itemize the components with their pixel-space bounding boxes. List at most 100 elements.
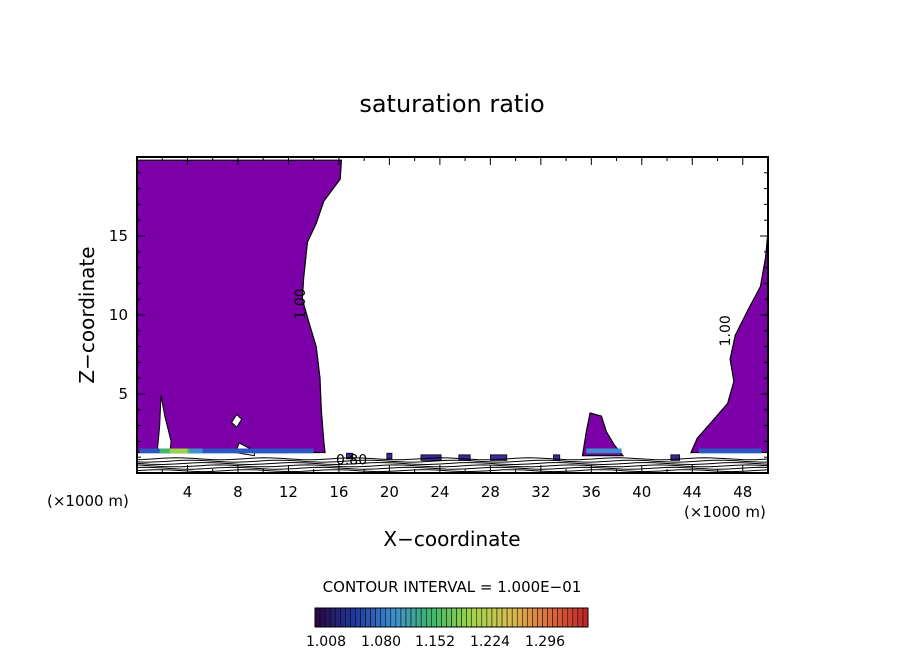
colorbar-cell <box>582 607 589 628</box>
contour-label: 1.00 <box>293 288 309 319</box>
x-tick-label: 24 <box>430 483 449 501</box>
saturated-cell <box>386 452 393 460</box>
colorbar-cell <box>319 607 326 628</box>
y-unit-label: (×1000 m) <box>47 492 129 510</box>
colorbar-cell <box>496 607 503 628</box>
colorbar-cell <box>340 607 346 628</box>
x-tick-label: 40 <box>632 483 651 501</box>
surface-isoline <box>137 457 768 461</box>
y-tick-label: 15 <box>109 227 128 245</box>
colorbar-cell <box>345 607 351 628</box>
colorbar-label: 1.008 <box>306 634 346 650</box>
colorbar-cell <box>461 607 467 628</box>
colorbar-cell <box>395 607 402 628</box>
colorbar-cell <box>385 607 392 628</box>
colorbar-cell <box>441 607 447 628</box>
colorbar-cell <box>425 607 432 628</box>
colorbar-cell <box>527 607 533 628</box>
colorbar-cell <box>542 607 548 628</box>
saturated-cell <box>670 454 681 461</box>
colorbar-cell <box>436 607 442 628</box>
x-tick-label: 8 <box>233 483 243 501</box>
colorbar-cell <box>370 607 376 628</box>
colorbar-frame <box>314 607 589 628</box>
colorbar-cell <box>552 607 558 628</box>
colorbar-cell <box>390 607 397 628</box>
x-tick-label: 44 <box>683 483 702 501</box>
colorbar-cell <box>355 607 361 628</box>
saturated-cell <box>489 454 508 461</box>
supersaturation-streak <box>190 448 203 454</box>
plot-area: 1.00 1.00 0.80 <box>136 156 769 474</box>
y-tick-label: 10 <box>109 306 128 324</box>
x-tick-label: 36 <box>582 483 601 501</box>
colorbar-cell <box>486 607 493 628</box>
colorbar-cell <box>557 607 563 628</box>
colorbar-cell <box>577 607 584 628</box>
colorbar-cell <box>456 607 462 628</box>
colorbar-cell <box>481 607 488 628</box>
colorbar-cell <box>314 607 321 628</box>
supersaturation-streak <box>586 448 622 454</box>
supersaturation-streak <box>169 448 188 454</box>
contour-label: 0.80 <box>336 452 367 468</box>
colorbar-cell <box>375 607 381 628</box>
colorbar-cell <box>329 607 336 628</box>
chart-title: saturation ratio <box>359 90 544 118</box>
surface-isoline <box>137 462 768 466</box>
colorbar-cell <box>547 607 553 628</box>
saturated-field <box>137 159 768 461</box>
contour-label: 1.00 <box>718 315 734 346</box>
colorbar: 1.008 1.080 1.152 1.224 1.296 <box>306 607 589 650</box>
colorbar-cell <box>471 607 478 628</box>
x-tick-label: 4 <box>183 483 193 501</box>
supersaturation-streak <box>139 448 314 454</box>
colorbar-cell <box>501 607 508 628</box>
colorbar-cell <box>466 607 472 628</box>
colorbar-cell <box>431 607 437 628</box>
colorbar-label: 1.224 <box>470 634 510 650</box>
contour-lines: 1.00 1.00 0.80 <box>137 288 768 473</box>
colorbar-cell <box>380 607 387 628</box>
colorbar-cell <box>410 607 417 628</box>
y-axis-label: Z−coordinate <box>75 246 99 383</box>
x-axis-label: X−coordinate <box>383 527 520 551</box>
saturated-region-left <box>137 159 343 454</box>
surface-isoline <box>137 469 768 473</box>
x-tick-label: 16 <box>329 483 348 501</box>
colorbar-label: 1.152 <box>415 634 455 650</box>
contour-interval-text: CONTOUR INTERVAL = 1.000E−01 <box>323 578 582 596</box>
surface-isoline <box>137 466 768 470</box>
x-tick-label: 32 <box>531 483 550 501</box>
colorbar-cell <box>405 607 412 628</box>
colorbar-cell <box>324 607 331 628</box>
colorbar-label: 1.296 <box>525 634 565 650</box>
x-tick-label: 28 <box>481 483 500 501</box>
x-tick-label: 12 <box>279 483 298 501</box>
colorbar-cell <box>451 607 457 628</box>
colorbar-cell <box>365 607 371 628</box>
supersaturation-streak <box>250 448 286 454</box>
colorbar-cell <box>360 607 366 628</box>
colorbar-cell <box>516 607 523 628</box>
colorbar-cell <box>562 607 569 628</box>
colorbar-cell <box>400 607 407 628</box>
supersaturation-streak <box>698 448 762 454</box>
colorbar-cell <box>537 607 543 628</box>
surface-isoline <box>137 464 768 468</box>
saturated-region-right <box>690 231 768 454</box>
colorbar-cell <box>491 607 498 628</box>
colorbar-label: 1.080 <box>361 634 401 650</box>
x-unit-label: (×1000 m) <box>684 503 766 521</box>
colorbar-cell <box>420 607 427 628</box>
colorbar-cell <box>511 607 518 628</box>
surface-isoline <box>137 459 768 463</box>
colorbar-cell <box>572 607 579 628</box>
colorbar-cell <box>446 607 452 628</box>
colorbar-cell <box>415 607 422 628</box>
colorbar-cell <box>522 607 528 628</box>
colorbar-cell <box>350 607 356 628</box>
colorbar-cell <box>476 607 483 628</box>
